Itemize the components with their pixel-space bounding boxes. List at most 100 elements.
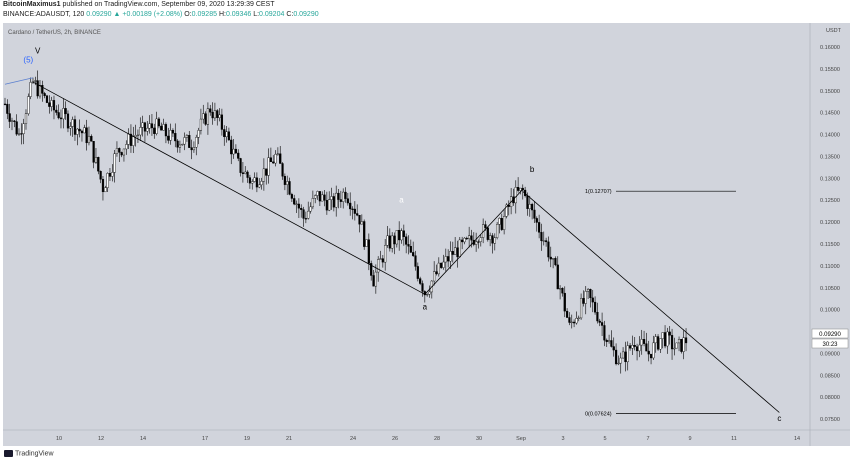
x-tick-label: Sep	[516, 436, 526, 442]
x-tick-label: 5	[603, 436, 606, 442]
candle-body	[619, 357, 622, 364]
low-value: 0.09204	[259, 11, 285, 18]
candle-body	[59, 117, 63, 120]
candle-body	[631, 345, 634, 349]
candle-body	[419, 278, 422, 284]
candle-body	[663, 332, 667, 347]
candle-body	[339, 199, 342, 202]
candle-body	[234, 148, 238, 154]
candle-body	[363, 221, 366, 247]
candle-body	[62, 108, 65, 120]
trendline[interactable]	[522, 191, 780, 413]
candle-body	[36, 80, 39, 97]
candles-layer	[3, 70, 688, 374]
candle-body	[213, 110, 217, 119]
candle-body	[286, 181, 289, 185]
candle-body	[169, 129, 172, 141]
candle-body	[8, 113, 11, 122]
candle-body	[540, 232, 543, 242]
candle-body	[600, 322, 604, 326]
candle-body	[239, 158, 242, 173]
candle-body	[577, 317, 580, 319]
candle-body	[545, 240, 548, 243]
candle-body	[358, 214, 361, 225]
footer: TradingView	[0, 447, 850, 463]
trendline[interactable]	[32, 81, 426, 295]
candle-body	[470, 235, 473, 241]
tradingview-logo[interactable]: TradingView	[4, 450, 54, 457]
publisher-line: BitcoinMaximus1 published on TradingView…	[3, 1, 274, 8]
candle-body	[675, 342, 678, 349]
candle-body	[157, 118, 161, 127]
candle-body	[468, 235, 471, 239]
currency-label: USDT	[826, 28, 842, 34]
candle-body	[122, 148, 126, 156]
y-tick-label: 0.07500	[820, 417, 840, 423]
candle-body	[76, 128, 79, 135]
candle-body	[421, 283, 424, 292]
x-tick-label: 26	[392, 436, 398, 442]
candle-body	[444, 256, 447, 263]
candle-body	[153, 127, 156, 134]
high-label: H:	[218, 11, 226, 18]
candle-body	[538, 222, 541, 233]
candle-body	[377, 259, 380, 273]
candle-body	[402, 230, 405, 237]
author-name[interactable]: BitcoinMaximus1	[3, 1, 61, 8]
candle-body	[129, 133, 133, 146]
time-axis[interactable]	[3, 430, 850, 446]
wave-label: b	[530, 165, 535, 174]
price-axis[interactable]	[810, 23, 850, 430]
candle-body	[442, 261, 445, 268]
candle-body	[232, 148, 235, 155]
candle-body	[593, 301, 597, 313]
brand-name: TradingView	[15, 450, 54, 458]
candle-body	[237, 152, 240, 159]
candle-body	[591, 297, 594, 303]
candle-body	[586, 289, 590, 292]
last-price-box	[811, 328, 849, 339]
candle-body	[211, 112, 214, 119]
candle-body	[134, 135, 137, 138]
x-tick-label: 9	[688, 436, 691, 442]
candle-body	[668, 331, 671, 336]
candle-body	[17, 133, 21, 135]
candle-body	[328, 199, 331, 211]
candle-body	[132, 136, 135, 146]
candle-body	[486, 227, 489, 240]
candle-body	[579, 298, 583, 319]
candle-body	[101, 179, 105, 193]
chart-pane-background[interactable]	[3, 23, 810, 430]
trendline[interactable]	[424, 189, 524, 295]
y-tick-label: 0.12000	[820, 220, 840, 226]
candle-body	[388, 235, 391, 249]
candle-body	[584, 291, 587, 304]
candle-body	[255, 177, 258, 188]
y-tick-label: 0.11500	[820, 242, 839, 248]
candle-body	[635, 346, 639, 352]
candle-body	[435, 271, 438, 275]
candle-body	[265, 168, 268, 176]
trendline[interactable]	[4, 77, 34, 85]
candle-body	[561, 288, 564, 294]
wave-label: a	[423, 303, 428, 312]
y-tick-label: 0.08000	[820, 395, 840, 401]
candle-body	[519, 187, 522, 191]
candle-body	[528, 204, 531, 209]
candle-body	[302, 209, 305, 219]
candle-body	[269, 157, 272, 163]
candle-body	[108, 173, 112, 177]
candle-body	[498, 218, 501, 225]
candle-body	[248, 177, 251, 184]
candle-body	[677, 339, 681, 344]
candle-body	[206, 108, 210, 125]
candle-body	[141, 122, 144, 128]
y-tick-label: 0.14000	[820, 133, 840, 139]
candle-body	[185, 135, 189, 138]
candle-body	[367, 239, 370, 264]
candle-body	[94, 157, 98, 163]
candle-body	[456, 247, 459, 258]
candle-body	[293, 198, 296, 205]
candle-body	[463, 237, 466, 243]
